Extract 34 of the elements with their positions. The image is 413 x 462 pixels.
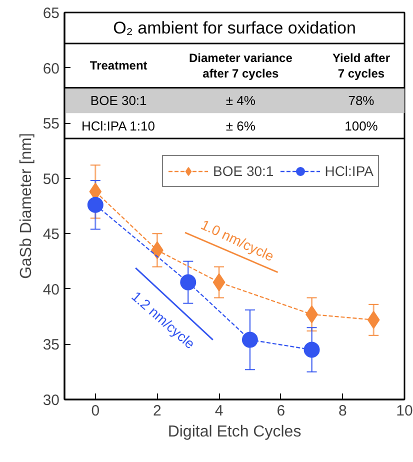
annotation: 78% bbox=[348, 92, 375, 108]
point bbox=[180, 274, 196, 290]
y-tick-label: 65 bbox=[42, 5, 60, 22]
x-tick-label: 8 bbox=[338, 402, 347, 420]
y-tick-label: 55 bbox=[42, 116, 60, 133]
point bbox=[242, 332, 258, 348]
y-tick-label: 50 bbox=[42, 170, 60, 188]
annotation: O₂ ambient for surface oxidation bbox=[113, 18, 356, 38]
point bbox=[87, 196, 104, 213]
annotation: Yield after 7 cycles bbox=[332, 50, 390, 80]
x-tick-label: 10 bbox=[396, 402, 413, 420]
point bbox=[367, 310, 380, 329]
y-tick-label: 60 bbox=[42, 60, 60, 78]
point bbox=[212, 273, 226, 292]
x-tick-label: 6 bbox=[276, 402, 286, 420]
annotation: Treatment bbox=[90, 58, 148, 73]
annotation: ± 4% bbox=[226, 92, 256, 108]
annotation: BOE 30:1 bbox=[90, 92, 147, 108]
y-tick-label: 30 bbox=[42, 392, 60, 409]
annotation: 100% bbox=[344, 118, 378, 134]
annotation: ± 6% bbox=[226, 118, 256, 134]
legend-label: BOE 30:1 bbox=[213, 163, 274, 179]
annotation: Diameter variance after 7 cycles bbox=[188, 50, 293, 80]
annotation: HCl:IPA 1:10 bbox=[82, 118, 155, 134]
y-tick-label: 40 bbox=[42, 281, 60, 298]
x-tick-label: 2 bbox=[153, 402, 162, 420]
y-axis-title: GaSb Diameter [nm] bbox=[18, 133, 35, 279]
y-tick-label: 35 bbox=[42, 336, 60, 354]
point bbox=[304, 342, 320, 358]
x-tick-label: 0 bbox=[91, 402, 100, 420]
x-tick-label: 4 bbox=[214, 402, 224, 420]
y-tick-label: 45 bbox=[42, 226, 60, 244]
legend-label: HCl:IPA bbox=[324, 163, 374, 179]
x-axis-title: Digital Etch Cycles bbox=[168, 424, 302, 440]
